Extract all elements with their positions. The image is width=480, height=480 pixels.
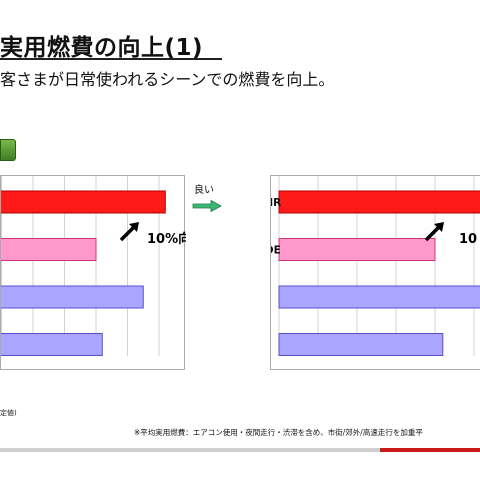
bar-3 [0, 285, 144, 309]
annotation-label: 10 [459, 232, 477, 247]
annotation-label: 10%向上 [147, 231, 186, 247]
chart-right-panel: 8085909510010511VQ35HRVQ35DEA社B社10平均実用燃費… [233, 175, 480, 415]
category-label: VQ35HR [271, 197, 281, 209]
trend-arrow-head-icon [129, 222, 139, 232]
trend-arrow-icon [424, 225, 441, 242]
bar-1 [278, 190, 480, 214]
chart-left-svg: 85909510010511011512010%向上平均実用燃費（%） [0, 176, 233, 437]
good-label: 良い [194, 185, 214, 196]
trend-arrow-icon [119, 225, 136, 242]
logo-badge [0, 139, 16, 161]
bar-4 [0, 333, 103, 356]
bar-3 [278, 285, 480, 309]
bar-4 [278, 333, 444, 356]
footnote-left: 定値) [0, 409, 17, 417]
chart-right-svg: 8085909510010511VQ35HRVQ35DEA社B社10平均実用燃費… [233, 176, 480, 415]
bottom-stripe [0, 448, 480, 452]
title-underline [0, 58, 222, 60]
trend-arrow-head-icon [434, 222, 444, 232]
bar-2 [278, 238, 436, 261]
footnote-right: ※平均実用燃費：エアコン使用・夜間走行・渋滞を含め、市街/郊外/高速走行を加重平 [134, 428, 423, 437]
bottom-stripe-accent [380, 448, 480, 452]
chart-left-panel: 85909510010511011512010%向上平均実用燃費（%） [0, 175, 233, 437]
bar-2 [0, 238, 97, 261]
category-label: VQ35DE [271, 245, 281, 257]
bar-1 [0, 190, 166, 214]
slide-subtitle: 客さまが日常使われるシーンでの燃費を向上。 [0, 70, 335, 89]
good-arrow-icon [192, 200, 222, 212]
slide-title: 実用燃費の向上(1) [0, 35, 204, 61]
